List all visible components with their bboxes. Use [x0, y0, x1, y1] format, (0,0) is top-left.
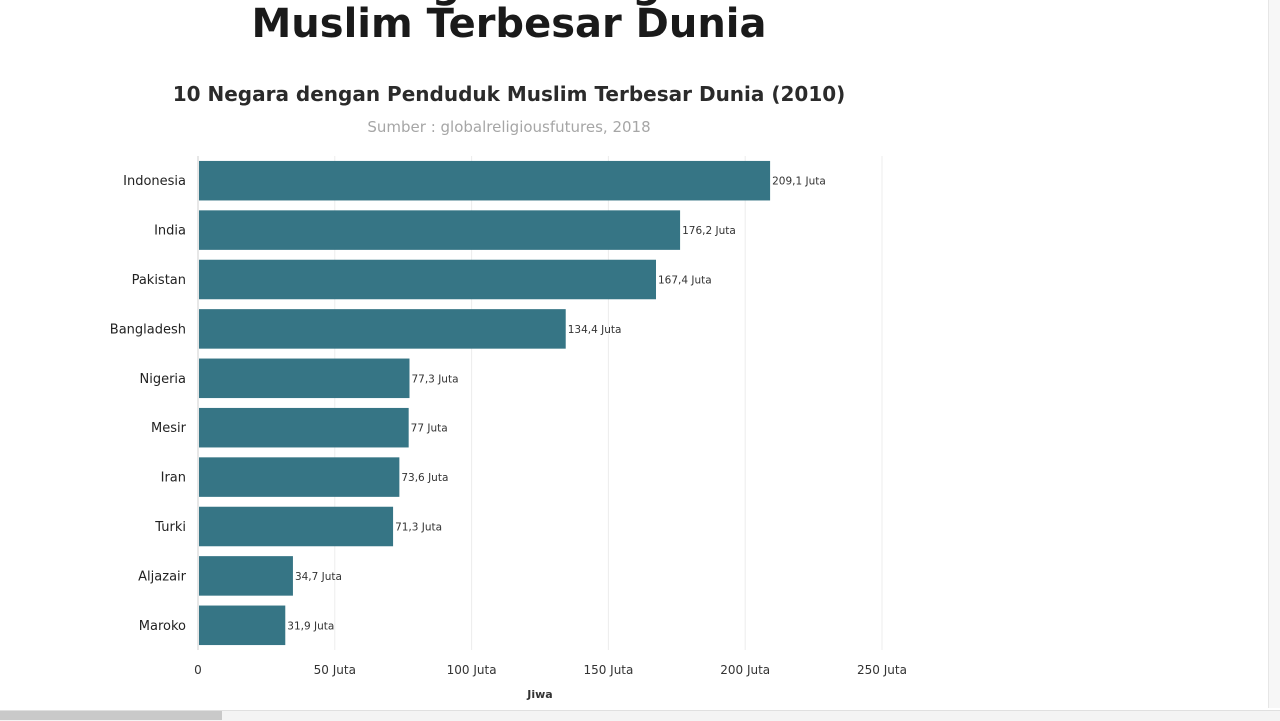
category-label: India [154, 224, 186, 239]
data-label: 134,4 Juta [568, 324, 622, 336]
data-label: 77,3 Juta [411, 373, 458, 385]
data-label: 73,6 Juta [401, 472, 448, 484]
data-labels: 209,1 Juta 176,2 Juta 167,4 Juta 134,4 Juta… [287, 176, 826, 633]
horizontal-scrollbar[interactable] [0, 710, 1280, 721]
chart-title: 10 Negara dengan Penduduk Muslim Terbesa… [172, 82, 846, 106]
data-label: 209,1 Juta [772, 176, 826, 188]
data-label: 34,7 Juta [295, 571, 342, 583]
data-label: 176,2 Juta [682, 225, 736, 237]
x-tick-label: 50 Juta [314, 663, 356, 677]
data-label: 167,4 Juta [658, 275, 712, 287]
x-tick-label: 200 Juta [720, 663, 770, 677]
category-label: Pakistan [132, 273, 186, 288]
category-label: Nigeria [139, 372, 186, 387]
category-label: Aljazair [138, 569, 186, 584]
page-heading: Muslim Terbesar Dunia [251, 1, 767, 47]
data-label: 71,3 Juta [395, 522, 442, 534]
x-tick-label: 150 Juta [583, 663, 633, 677]
bar-bangladesh [199, 309, 566, 349]
category-label: Mesir [151, 421, 187, 436]
category-label: Maroko [139, 619, 186, 634]
bar-aljazair [199, 556, 293, 596]
vertical-scrollbar[interactable] [1268, 0, 1280, 708]
bar-india [199, 210, 681, 250]
data-label: 77 Juta [411, 423, 448, 435]
x-axis-title: Jiwa [526, 688, 552, 701]
chart-subtitle: Sumber : globalreligiousfutures, 2018 [367, 118, 651, 136]
bar-nigeria [199, 358, 410, 399]
category-label: Turki [154, 520, 186, 535]
page-heading-top-cut: 10 Negara dengan [0, 0, 1018, 10]
horizontal-scrollbar-thumb[interactable] [0, 711, 222, 720]
bar-turki [199, 506, 394, 547]
x-tick-label: 250 Juta [857, 663, 907, 677]
bar-indonesia [199, 160, 771, 201]
bars [199, 160, 771, 646]
bar-mesir [199, 407, 409, 448]
category-labels: Indonesia India Pakistan Bangladesh Nigeria M… [110, 174, 187, 634]
category-label: Indonesia [123, 174, 186, 189]
bar-iran [199, 457, 400, 497]
category-label: Iran [161, 471, 186, 486]
category-label: Bangladesh [110, 322, 186, 337]
x-tick-labels: 0 50 Juta 100 Juta 150 Juta 200 Juta 250 Juta [194, 663, 907, 677]
x-tick-label: 100 Juta [447, 663, 497, 677]
x-tick-label: 0 [194, 663, 202, 677]
bar-pakistan [199, 259, 657, 300]
bar-maroko [199, 605, 286, 646]
data-label: 31,9 Juta [287, 620, 334, 632]
